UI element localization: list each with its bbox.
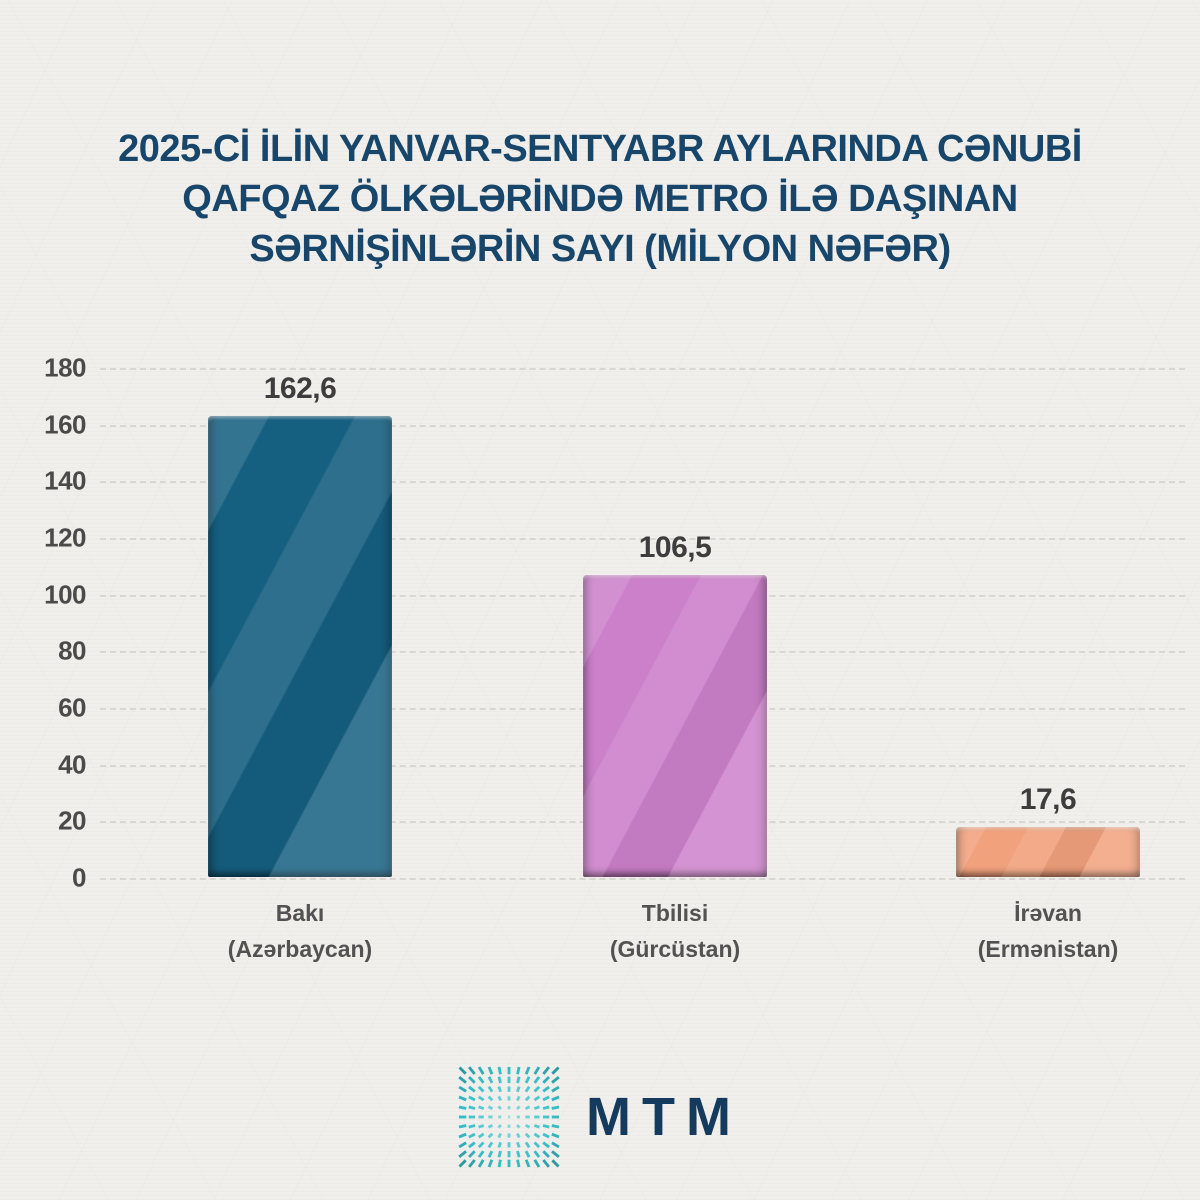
chart-title: 2025-Cİ İLİN YANVAR-SENTYABR AYLARINDA C… <box>60 124 1140 274</box>
x-axis-label-irevan: İrəvan (Ermənistan) <box>888 896 1200 967</box>
category-city: Tbilisi <box>641 900 709 926</box>
bar-group-tbilisi: 106,5 <box>583 531 767 877</box>
mtm-radial-burst-logo-icon <box>458 1066 560 1168</box>
y-axis-tick-label: 80 <box>58 635 86 666</box>
y-axis-tick-label: 140 <box>44 465 86 496</box>
brand-footer: MTM <box>458 1066 742 1168</box>
category-country: (Azərbaycan) <box>227 935 373 962</box>
bar-irevan <box>956 827 1140 877</box>
category-city: Bakı <box>275 900 325 926</box>
y-axis-tick-label: 100 <box>44 579 86 610</box>
gridline-180 <box>100 368 1185 370</box>
category-city: İrəvan <box>1014 900 1082 926</box>
x-axis-label-tbilisi: Tbilisi (Gürcüstan) <box>515 896 835 967</box>
bar-group-irevan: 17,6 <box>956 783 1140 877</box>
x-axis-label-baki: Bakı (Azərbaycan) <box>140 896 460 967</box>
bar-value-label: 162,6 <box>263 372 337 406</box>
y-axis-tick-label: 0 <box>72 862 86 893</box>
bar-value-label: 106,5 <box>638 531 712 565</box>
y-axis-tick-label: 40 <box>58 749 86 780</box>
y-axis-tick-label: 60 <box>58 692 86 723</box>
gridline-140 <box>100 481 1185 484</box>
y-axis-tick-label: 160 <box>44 409 86 440</box>
chart-title-line-2: QAFQAZ ÖLKƏLƏRİNDƏ METRO İLƏ DAŞINAN <box>182 178 1018 221</box>
chart-title-line-3: SƏRNİŞİNLƏRİN SAYI (MİLYON NƏFƏR) <box>249 228 951 271</box>
plot-area: 180 160 140 120 100 80 60 40 20 0 162,6 … <box>44 353 1185 893</box>
bar-group-baki: 162,6 <box>208 372 392 877</box>
chart-title-line-1: 2025-Cİ İLİN YANVAR-SENTYABR AYLARINDA C… <box>118 128 1082 170</box>
y-axis-tick-label: 120 <box>44 522 86 553</box>
gridline-160 <box>100 424 1185 427</box>
y-axis-tick-label: 20 <box>58 805 86 836</box>
bar-value-label: 17,6 <box>1019 783 1077 817</box>
brand-logo-text: MTM <box>586 1087 742 1147</box>
gridline-0 <box>100 878 1185 881</box>
bar-baki <box>208 416 392 877</box>
gridline-120 <box>100 538 1185 540</box>
category-country: (Gürcüstan) <box>609 935 741 962</box>
y-axis-tick-label: 180 <box>44 352 86 383</box>
category-country: (Ermənistan) <box>977 935 1119 962</box>
bar-tbilisi <box>583 575 767 877</box>
